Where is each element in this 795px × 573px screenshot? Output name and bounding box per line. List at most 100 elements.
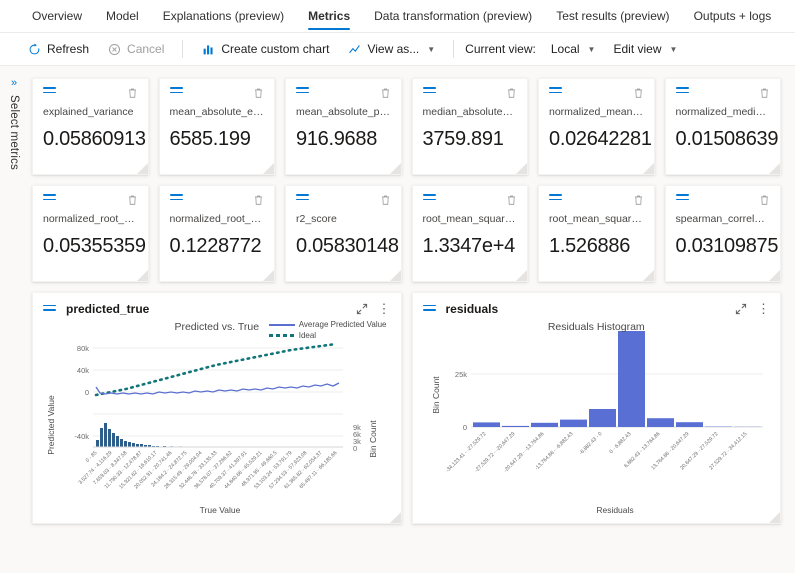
y-tick: 0 [85,388,89,397]
delete-icon[interactable] [127,87,138,99]
refresh-button[interactable]: Refresh [18,38,98,60]
metric-value: 0.03109875 [675,235,779,257]
metric-card[interactable]: normalized_root_mea... 0.1228772 [158,185,275,282]
x-axis-title: True Value [200,505,241,515]
tab-test-results[interactable]: Test results (preview) [544,0,681,32]
metric-card[interactable]: mean_absolute_perce... 916.9688 [285,78,402,175]
y2-tick: 3k [353,437,361,446]
resize-handle[interactable] [516,163,527,174]
tab-label: Metrics [308,9,351,23]
metrics-content: explained_variance 0.05860913 mean_absol… [28,66,795,573]
resize-handle[interactable] [263,163,274,174]
drag-handle-icon[interactable] [169,194,183,203]
delete-icon[interactable] [127,194,138,206]
resize-handle[interactable] [389,512,401,523]
drag-handle-icon[interactable] [675,87,689,96]
more-vertical-icon[interactable]: ⋮ [377,301,391,316]
resize-handle[interactable] [769,512,780,523]
delete-icon[interactable] [253,87,264,99]
delete-icon[interactable] [506,87,517,99]
current-view-dropdown[interactable]: Local ▼ [542,38,605,60]
drag-handle-icon[interactable] [43,304,56,314]
metric-card[interactable]: spearman_correlation 0.03109875 [664,185,781,282]
metric-card-header [675,87,771,101]
delete-icon[interactable] [759,87,770,99]
tab-overview[interactable]: Overview [20,0,94,32]
bar [675,422,703,427]
drag-handle-icon[interactable] [549,194,562,203]
drag-handle-icon[interactable] [422,304,436,314]
drag-handle-icon[interactable] [169,87,183,96]
tab-label: Explanations (preview) [162,9,285,23]
resize-handle[interactable] [769,270,780,281]
tab-metrics[interactable]: Metrics [296,0,362,32]
resize-handle[interactable] [642,270,654,281]
resize-handle[interactable] [389,163,401,174]
metric-card[interactable]: root_mean_squared_lo... 1.526886 [538,185,655,282]
metric-card[interactable]: normalized_root_mea... 0.05355359 [32,185,149,282]
metric-card[interactable]: r2_score 0.05830148 [285,185,402,282]
delete-icon[interactable] [253,194,264,206]
tab-images[interactable]: Images [783,0,795,32]
resize-handle[interactable] [389,270,401,281]
y-tick: 80k [77,344,89,353]
metric-name: root_mean_squared_er... [422,213,518,225]
resize-handle[interactable] [136,270,148,281]
tab-outputs-logs[interactable]: Outputs + logs [682,0,784,32]
chart-card-actions: ⋮ [356,301,391,316]
drag-handle-icon[interactable] [549,87,562,96]
tab-data-transformation[interactable]: Data transformation (preview) [362,0,544,32]
drag-handle-icon[interactable] [422,194,436,203]
metric-name: r2_score [296,213,337,225]
edit-view-dropdown[interactable]: Edit view ▼ [604,38,686,60]
tab-model[interactable]: Model [94,0,151,32]
resize-handle[interactable] [642,163,654,174]
select-metrics-rail[interactable]: » Select metrics [0,66,28,573]
resize-handle[interactable] [769,163,780,174]
chart-card-predicted-true[interactable]: predicted_true ⋮ Predicted vs. True Aver… [32,292,402,524]
resize-handle[interactable] [263,270,274,281]
metric-card-header [549,194,644,208]
metric-card[interactable]: normalized_mean_abs... 0.02642281 [538,78,655,175]
metric-card[interactable]: mean_absolute_error 6585.199 [158,78,275,175]
delete-icon[interactable] [759,194,770,206]
drag-handle-icon[interactable] [422,87,436,96]
metric-card[interactable]: normalized_median_a... 0.01508639 [664,78,781,175]
delete-icon[interactable] [506,194,517,206]
drag-handle-icon[interactable] [43,87,56,96]
tab-explanations[interactable]: Explanations (preview) [151,0,296,32]
drag-handle-icon[interactable] [675,194,689,203]
chart-card-residuals[interactable]: residuals ⋮ Residuals Histogram Bin Coun… [411,292,781,524]
delete-icon[interactable] [633,194,644,206]
drag-handle-icon[interactable] [296,194,309,203]
tab-label: Model [106,9,139,23]
x-tick: -6,882.43 - 0 [578,431,603,456]
metric-name: spearman_correlation [675,213,771,225]
delete-icon[interactable] [380,194,391,206]
expand-diagonal-icon[interactable] [356,303,368,315]
metric-value: 6585.199 [169,128,251,150]
delete-icon[interactable] [380,87,391,99]
metric-name: normalized_mean_abs... [549,106,644,118]
resize-handle[interactable] [516,270,527,281]
metric-card[interactable]: root_mean_squared_er... 1.3347e+4 [411,185,528,282]
view-as-button[interactable]: View as... ▼ [338,38,444,60]
metric-card-header [422,87,518,101]
delete-icon[interactable] [633,87,644,99]
more-vertical-icon[interactable]: ⋮ [757,301,770,316]
metric-card-row-1: explained_variance 0.05860913 mean_absol… [32,78,781,175]
metric-card[interactable]: explained_variance 0.05860913 [32,78,149,175]
drag-handle-icon[interactable] [43,194,56,203]
metric-name: normalized_median_a... [675,106,771,118]
y2-tick: 0 [353,444,357,453]
resize-handle[interactable] [136,163,148,174]
cancel-button[interactable]: Cancel [98,38,173,60]
drag-handle-icon[interactable] [296,87,309,96]
metric-card[interactable]: median_absolute_error 3759.891 [411,78,528,175]
create-custom-chart-button[interactable]: Create custom chart [192,38,338,60]
y-tick: 25k [454,370,466,379]
y-axis-title: Bin Count [431,376,441,414]
expand-diagonal-icon[interactable] [735,303,747,315]
page-body: » Select metrics explained_variance 0.05… [0,66,795,573]
x-axis-title: Residuals [596,505,633,515]
